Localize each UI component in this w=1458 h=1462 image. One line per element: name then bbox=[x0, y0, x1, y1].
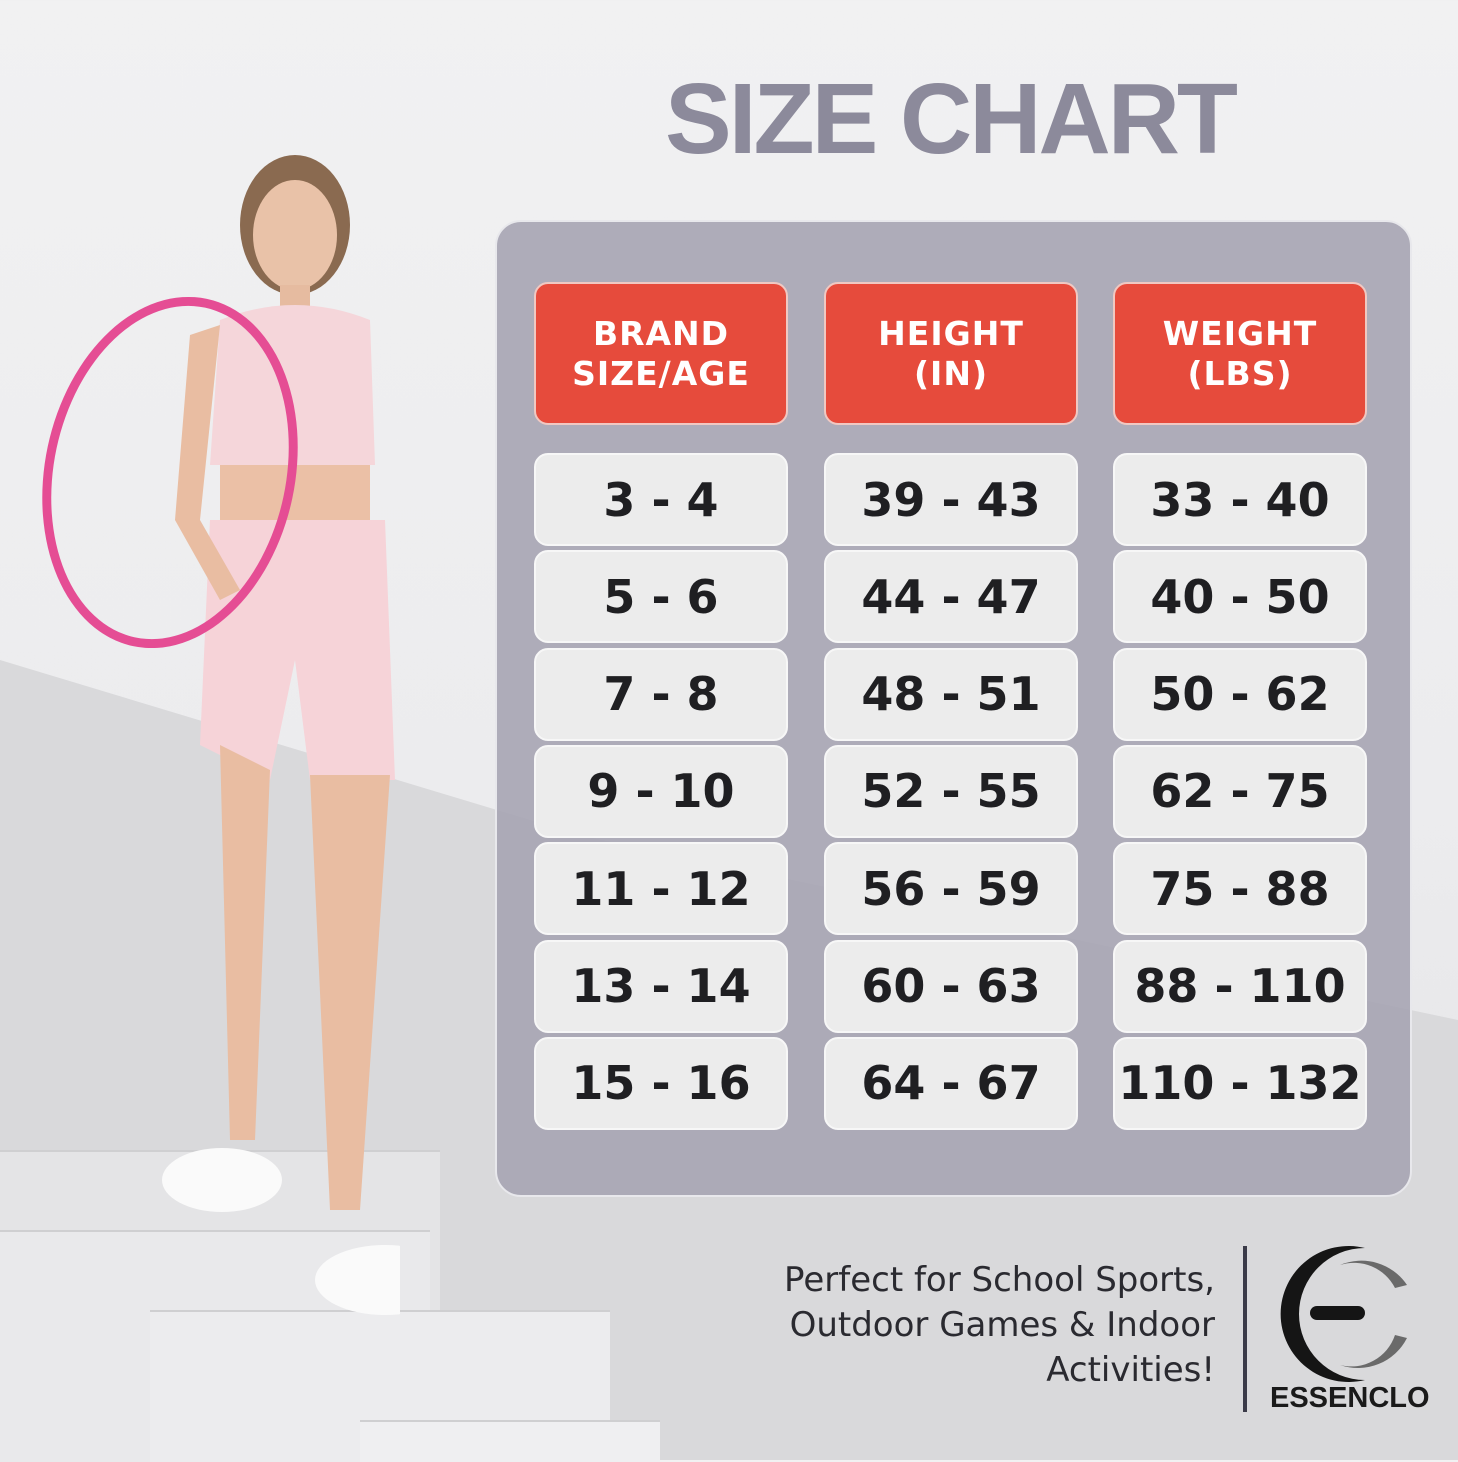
essenclo-logo-icon bbox=[1280, 1246, 1407, 1382]
model-photo bbox=[162, 155, 400, 1315]
column-header-line: SIZE/AGE bbox=[572, 353, 750, 393]
table-cell: 44 - 47 bbox=[824, 550, 1078, 644]
tagline-line: Outdoor Games & Indoor bbox=[789, 1305, 1215, 1345]
table-cell: 62 - 75 bbox=[1113, 744, 1367, 838]
table-cell: 5 - 6 bbox=[534, 550, 788, 644]
column-header: WEIGHT (LBS) bbox=[1113, 282, 1367, 425]
table-cell: 60 - 63 bbox=[824, 939, 1078, 1033]
table-cell: 64 - 67 bbox=[824, 1036, 1078, 1130]
tagline-line: Activities! bbox=[1046, 1350, 1215, 1390]
table-cell: 40 - 50 bbox=[1113, 550, 1367, 644]
table-cell: 50 - 62 bbox=[1113, 647, 1367, 741]
column-header-line: BRAND bbox=[592, 313, 730, 353]
table-cell: 3 - 4 bbox=[534, 453, 788, 546]
column-header-line: (IN) bbox=[913, 353, 989, 393]
table-cell: 56 - 59 bbox=[824, 842, 1078, 936]
tagline: Perfect for School Sports, Outdoor Games… bbox=[784, 1258, 1215, 1393]
column-header-line: HEIGHT bbox=[878, 313, 1024, 353]
table-cell: 33 - 40 bbox=[1113, 453, 1367, 546]
table-cell: 110 - 132 bbox=[1113, 1036, 1367, 1130]
column-header-line: WEIGHT bbox=[1162, 313, 1318, 353]
table-cell: 48 - 51 bbox=[824, 647, 1078, 741]
column-header-line: (LBS) bbox=[1187, 353, 1293, 393]
table-cell: 11 - 12 bbox=[534, 842, 788, 936]
table-cell: 88 - 110 bbox=[1113, 939, 1367, 1033]
stair-step bbox=[360, 1420, 660, 1462]
table-cell: 9 - 10 bbox=[534, 744, 788, 838]
table-cell: 15 - 16 bbox=[534, 1036, 788, 1130]
column-header: HEIGHT (IN) bbox=[824, 282, 1078, 425]
page-title: SIZE CHART bbox=[665, 63, 1238, 175]
table-cell: 39 - 43 bbox=[824, 453, 1078, 546]
column-header: BRAND SIZE/AGE bbox=[534, 282, 788, 425]
tagline-line: Perfect for School Sports, bbox=[784, 1260, 1215, 1300]
table-cell: 7 - 8 bbox=[534, 647, 788, 741]
table-cell: 52 - 55 bbox=[824, 744, 1078, 838]
brand-name: ESSENCLO bbox=[1270, 1382, 1430, 1414]
table-cell: 75 - 88 bbox=[1113, 842, 1367, 936]
table-cell: 13 - 14 bbox=[534, 939, 788, 1033]
divider bbox=[1243, 1246, 1247, 1412]
